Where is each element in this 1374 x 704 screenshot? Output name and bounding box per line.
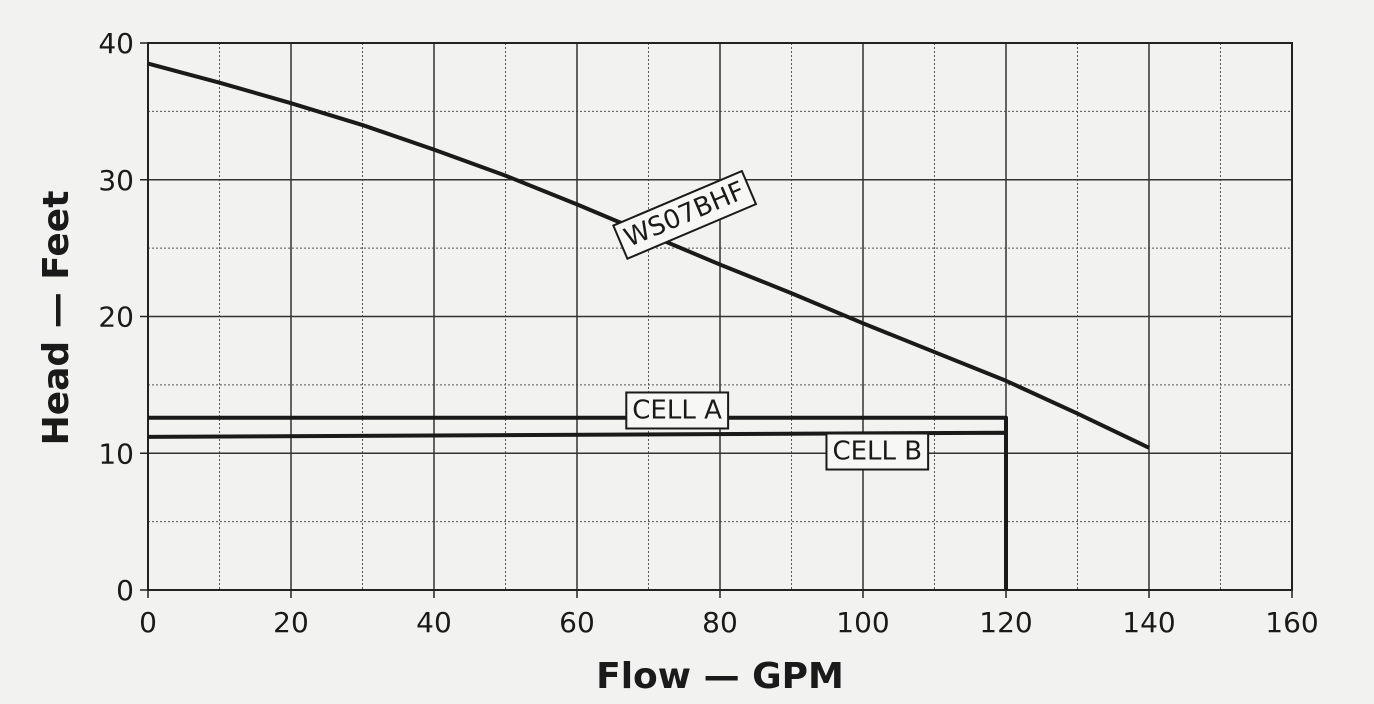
- x-tick-label: 60: [559, 606, 595, 639]
- x-tick-label: 40: [416, 606, 452, 639]
- x-tick-label: 160: [1265, 606, 1318, 639]
- x-tick-label: 80: [702, 606, 738, 639]
- curve-label-cell-a: CELL A: [625, 391, 730, 430]
- x-tick-label: 20: [273, 606, 309, 639]
- x-tick-label: 140: [1122, 606, 1175, 639]
- y-tick-label: 10: [98, 437, 134, 470]
- y-tick-label: 0: [116, 574, 134, 607]
- x-axis-title: Flow — GPM: [596, 656, 844, 697]
- curve-label-text: CELL B: [832, 437, 922, 467]
- curve-label-box: [625, 391, 730, 430]
- x-tick-label: 0: [139, 606, 157, 639]
- y-tick-label: 20: [98, 301, 134, 334]
- curve-label-box: [825, 432, 930, 471]
- curve-label-text: CELL A: [632, 395, 722, 425]
- x-tick-label: 100: [836, 606, 889, 639]
- series-line-cell-b: [147, 430, 1008, 590]
- y-axis-title: Head — Feet: [36, 191, 77, 446]
- y-tick-label: 40: [98, 27, 134, 60]
- curve-label-cell-b: CELL B: [825, 432, 930, 471]
- curve-label-box: [612, 169, 758, 261]
- x-tick-label: 120: [979, 606, 1032, 639]
- y-tick-label: 30: [98, 164, 134, 197]
- curve-label-ws07bhf: WS07BHF: [612, 169, 758, 261]
